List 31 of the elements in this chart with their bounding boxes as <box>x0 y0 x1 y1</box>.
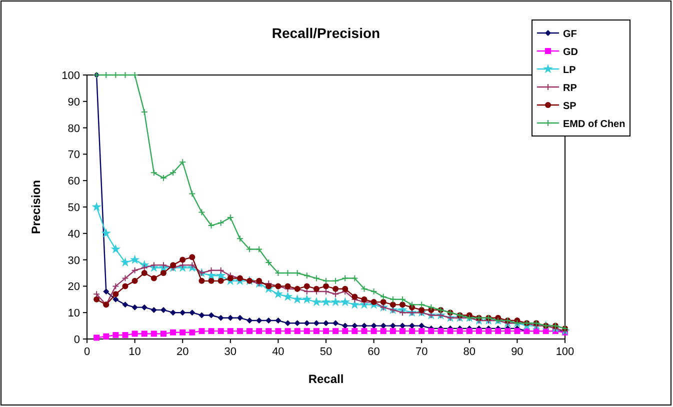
legend-label: EMD of Chen <box>563 119 626 130</box>
x-tick-label: 20 <box>176 346 189 358</box>
x-tick-label: 30 <box>224 346 237 358</box>
y-tick-label: 30 <box>68 254 80 267</box>
legend-label: RP <box>563 83 578 94</box>
y-tick-label: 0 <box>74 334 80 346</box>
y-tick-label: 80 <box>68 122 80 135</box>
x-tick-label: 50 <box>320 346 332 358</box>
legend-label: LP <box>563 65 576 76</box>
legend-label: GF <box>563 29 577 40</box>
y-axis-title: Precision <box>29 180 43 234</box>
x-tick-label: 10 <box>128 346 141 358</box>
y-tick-label: 100 <box>62 70 80 82</box>
x-axis-title: Recall <box>308 372 344 386</box>
x-tick-label: 40 <box>272 346 284 358</box>
y-tick-label: 60 <box>68 176 80 188</box>
legend-label: GD <box>563 47 578 58</box>
x-tick-label: 0 <box>84 346 90 358</box>
x-tick-label: 90 <box>511 346 524 358</box>
chart-title: Recall/Precision <box>272 25 380 41</box>
x-tick-label: 60 <box>368 346 380 358</box>
y-tick-label: 50 <box>68 202 80 214</box>
x-tick-label: 70 <box>415 346 428 358</box>
y-tick-label: 70 <box>68 149 80 162</box>
y-tick-label: 90 <box>68 96 80 108</box>
y-tick-label: 40 <box>68 228 80 240</box>
x-tick-label: 80 <box>463 346 476 358</box>
x-tick-label: 100 <box>556 346 574 358</box>
y-tick-label: 10 <box>68 308 80 320</box>
y-tick-label: 20 <box>68 281 80 294</box>
legend-label: SP <box>563 101 577 112</box>
